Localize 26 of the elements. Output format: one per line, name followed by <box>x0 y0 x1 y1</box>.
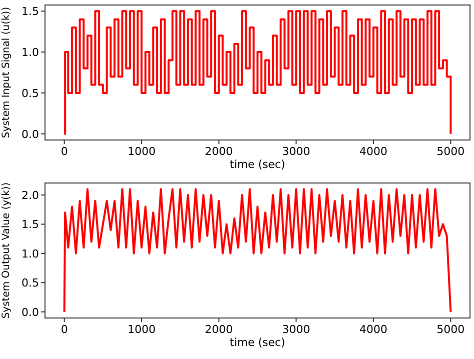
x-axis-title: time (sec) <box>230 158 286 171</box>
y-tick-label: 1.5 <box>22 5 39 18</box>
y-axis-title: System Input Signal (u(k)) <box>1 6 12 138</box>
y-tick-label: 0.5 <box>22 276 39 290</box>
y-tick-label: 2.0 <box>22 188 39 202</box>
y-tick-label: 1.0 <box>22 247 39 260</box>
x-tick-label: 3000 <box>282 323 310 336</box>
y-tick-label: 1.5 <box>22 218 39 232</box>
x-tick-label: 2000 <box>204 145 233 158</box>
x-tick-label: 5000 <box>436 323 465 336</box>
x-axis-title: time (sec) <box>230 336 286 349</box>
x-tick-label: 5000 <box>436 145 465 158</box>
x-tick-label: 1000 <box>128 145 156 158</box>
y-axis-title: System Output Value (y(k)) <box>1 182 12 319</box>
line-series <box>63 188 452 313</box>
x-tick-label: 4000 <box>359 323 388 336</box>
x-tick-label: 3000 <box>282 145 310 158</box>
x-tick-label: 4000 <box>359 145 388 158</box>
x-tick-label: 0 <box>60 323 68 336</box>
y-tick-label: 1.0 <box>22 46 39 60</box>
y-tick-label: 0.0 <box>22 128 39 141</box>
y-tick-label: 0.0 <box>22 306 39 319</box>
x-tick-label: 1000 <box>128 323 156 336</box>
x-tick-label: 0 <box>60 145 68 158</box>
y-tick-label: 0.5 <box>22 86 39 100</box>
x-tick-label: 2000 <box>204 323 233 336</box>
